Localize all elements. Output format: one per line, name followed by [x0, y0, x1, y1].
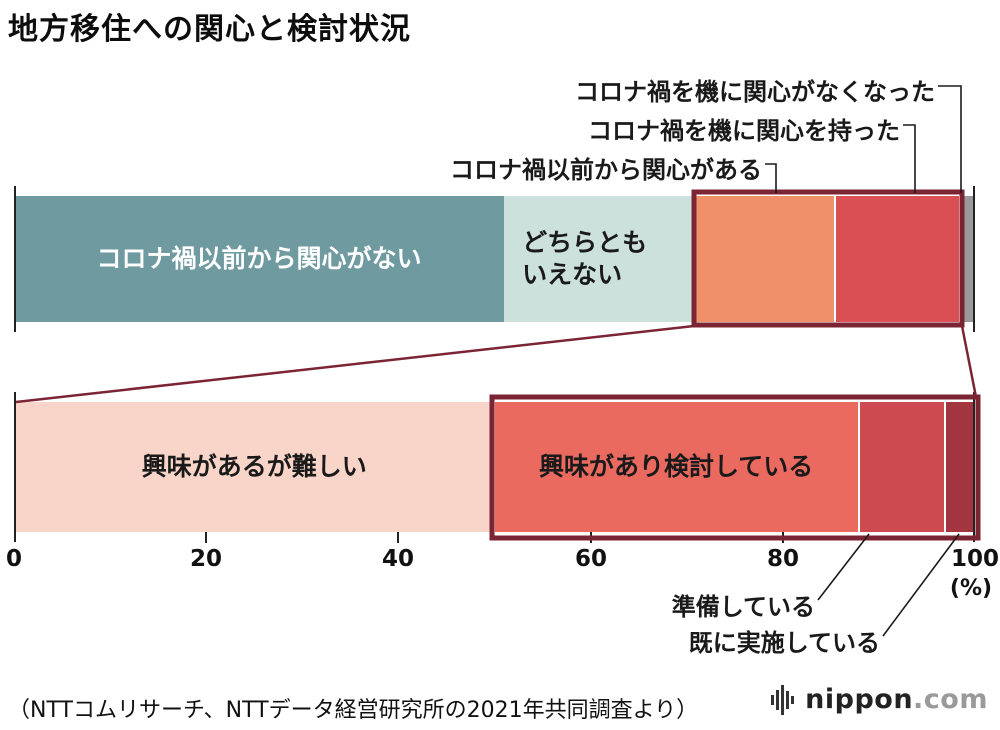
leader-preparing [817, 533, 870, 601]
stacked-bar-interest: コロナ禍以前から関心がない どちらともいえない [14, 196, 975, 322]
segment-neutral: どちらともいえない [504, 196, 697, 322]
zoom-connector-left [15, 324, 695, 404]
logo-brand-text: nippon [805, 684, 914, 715]
logo-tld-text: .com [913, 684, 988, 715]
leader-lost-interest [938, 85, 962, 193]
axis-tick-label-60: 60 [574, 546, 608, 572]
segment-no-interest-before: コロナ禍以前から関心がない [14, 196, 505, 322]
leader-gained-interest [903, 124, 916, 193]
callout-label-implemented: 既に実施している [688, 629, 880, 657]
axis-tick-label-0: 0 [5, 546, 23, 572]
segment-label-no-interest: コロナ禍以前から関心がない [96, 243, 422, 273]
source-note: （NTTコムリサーチ、NTTデータ経営研究所の2021年共同調査より） [8, 698, 699, 723]
zoom-connector-right [960, 325, 978, 398]
segment-lost-interest [960, 196, 975, 322]
leader-implemented [882, 533, 960, 637]
callout-label-lost-interest: コロナ禍を機に関心がなくなった [575, 78, 935, 106]
axis-tick-label-20: 20 [189, 546, 223, 572]
axis-tick-label-80: 80 [766, 546, 800, 572]
segment-implemented [946, 402, 975, 532]
axis-tick-label-40: 40 [381, 546, 415, 572]
stacked-bar-consideration: 興味があるが難しい 興味があり検討している [14, 402, 975, 532]
axis-unit-label: (%) [949, 576, 993, 601]
segment-interest-before [696, 196, 836, 322]
nippon-logo-icon [771, 684, 795, 715]
segment-label-considering: 興味があり検討している [538, 451, 814, 481]
segment-interested-but-difficult: 興味があるが難しい [14, 402, 495, 532]
segment-considering: 興味があり検討している [494, 402, 860, 532]
callout-label-preparing: 準備している [671, 593, 815, 621]
segment-label-neutral: どちらともいえない [522, 227, 648, 290]
chart-title: 地方移住への関心と検討状況 [8, 12, 411, 47]
segment-preparing [859, 402, 947, 532]
segment-label-difficult: 興味があるが難しい [141, 451, 367, 481]
segment-gained-interest [835, 196, 961, 322]
axis-tick-label-100: 100 [950, 546, 1000, 572]
nippon-logo: nippon.com [771, 684, 988, 715]
callout-label-gained-interest: コロナ禍を機に関心を持った [588, 117, 900, 145]
callout-label-interest-before: コロナ禍以前から関心がある [450, 156, 762, 184]
leader-interest-before [765, 163, 777, 193]
